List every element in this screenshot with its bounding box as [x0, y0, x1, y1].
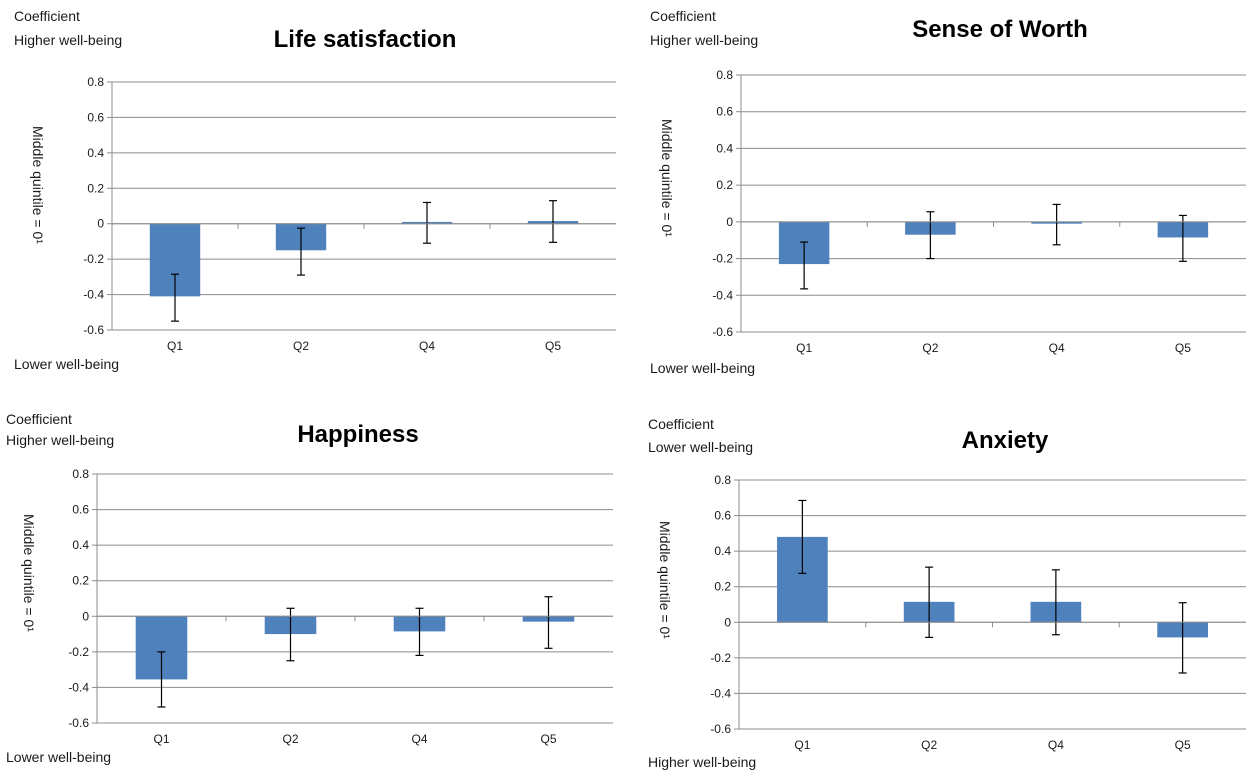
y-tick-label: 0.4	[716, 141, 733, 155]
y-tick-label: 0	[726, 215, 733, 229]
y-tick-label: 0.4	[714, 544, 731, 558]
y-tick-label: 0.6	[87, 110, 104, 124]
x-tick-label: Q5	[545, 339, 561, 353]
x-tick-label: Q2	[921, 738, 937, 752]
x-tick-label: Q4	[1049, 341, 1065, 355]
coefficient-label: Coefficient	[6, 411, 72, 427]
y-tick-label: -0.2	[712, 252, 733, 266]
y-tick-label: 0.8	[714, 473, 731, 487]
coefficient-label: Coefficient	[14, 8, 80, 24]
chart-panel-life-satisfaction: Coefficient Higher well-being Life satis…	[0, 0, 624, 387]
y-tick-label: -0.2	[710, 651, 731, 665]
y-tick-label: -0.2	[83, 252, 104, 266]
y-tick-label: 0.2	[714, 580, 731, 594]
y-tick-label: 0.6	[716, 105, 733, 119]
y-tick-label: 0.8	[87, 75, 104, 89]
y-tick-label: 0.2	[72, 574, 89, 588]
x-tick-label: Q5	[1175, 738, 1191, 752]
x-tick-label: Q1	[153, 732, 169, 746]
x-tick-label: Q1	[167, 339, 183, 353]
x-tick-label: Q4	[1048, 738, 1064, 752]
chart-title: Anxiety	[961, 427, 1049, 454]
bottom-direction-label: Lower well-being	[6, 749, 112, 765]
x-tick-label: Q2	[282, 732, 298, 746]
y-tick-label: 0.6	[714, 509, 731, 523]
chart-plot: 0.8 0.6 0.4 0.2 0 -0.2 -0.4 -0.6 Q1 Q2 Q4 Q5	[710, 473, 1246, 752]
chart-title: Life satisfaction	[273, 26, 457, 53]
x-tick-label: Q1	[796, 341, 812, 355]
top-direction-label: Higher well-being	[14, 32, 123, 48]
y-tick-label: 0.2	[716, 178, 733, 192]
x-tick-label: Q5	[1175, 341, 1191, 355]
x-tick-label: Q4	[411, 732, 427, 746]
y-tick-label: -0.2	[68, 645, 89, 659]
x-tick-label: Q2	[293, 339, 309, 353]
chart-panel-happiness: Coefficient Higher well-being Happiness …	[0, 387, 624, 774]
y-tick-label: 0.8	[72, 467, 89, 481]
x-tick-label: Q5	[540, 732, 556, 746]
y-tick-label: 0	[724, 615, 731, 629]
y-tick-label: -0.6	[710, 722, 731, 736]
y-tick-label: 0.6	[72, 503, 89, 517]
chart-panel-anxiety: Coefficient Lower well-being Anxiety Mid…	[624, 387, 1248, 774]
top-direction-label: Higher well-being	[6, 432, 115, 448]
y-tick-label: -0.4	[68, 680, 89, 694]
chart-plot: 0.8 0.6 0.4 0.2 0 -0.2 -0.4 -0.6 Q1 Q2 Q4 Q5	[83, 75, 616, 353]
y-tick-label: 0.8	[716, 68, 733, 82]
coefficient-label: Coefficient	[650, 8, 716, 24]
y-tick-label: 0.2	[87, 181, 104, 195]
y-tick-label: 0	[97, 217, 104, 231]
coefficient-label: Coefficient	[648, 416, 714, 432]
y-tick-label: -0.6	[68, 716, 89, 730]
bottom-direction-label: Lower well-being	[14, 356, 120, 372]
y-tick-label: -0.4	[83, 288, 104, 302]
y-tick-label: -0.4	[712, 288, 733, 302]
top-direction-label: Higher well-being	[650, 32, 759, 48]
chart-plot: 0.8 0.6 0.4 0.2 0 -0.2 -0.4 -0.6 Q1 Q2 Q4 Q5	[68, 467, 613, 746]
x-tick-label: Q4	[419, 339, 435, 353]
x-tick-label: Q2	[922, 341, 938, 355]
chart-panel-sense-of-worth: Coefficient Higher well-being Sense of W…	[624, 0, 1248, 387]
chart-title: Sense of Worth	[912, 16, 1088, 43]
bottom-direction-label: Higher well-being	[648, 754, 757, 770]
y-tick-label: 0.4	[87, 146, 104, 160]
top-direction-label: Lower well-being	[648, 439, 754, 455]
y-tick-label: -0.6	[83, 323, 104, 337]
y-tick-label: 0.4	[72, 538, 89, 552]
chart-plot: 0.8 0.6 0.4 0.2 0 -0.2 -0.4 -0.6 Q1 Q2 Q4 Q5	[712, 68, 1246, 355]
y-tick-label: -0.4	[710, 686, 731, 700]
bottom-direction-label: Lower well-being	[650, 360, 756, 376]
x-tick-label: Q1	[794, 738, 810, 752]
y-tick-label: -0.6	[712, 325, 733, 339]
chart-title: Happiness	[297, 421, 419, 448]
y-tick-label: 0	[82, 609, 89, 623]
